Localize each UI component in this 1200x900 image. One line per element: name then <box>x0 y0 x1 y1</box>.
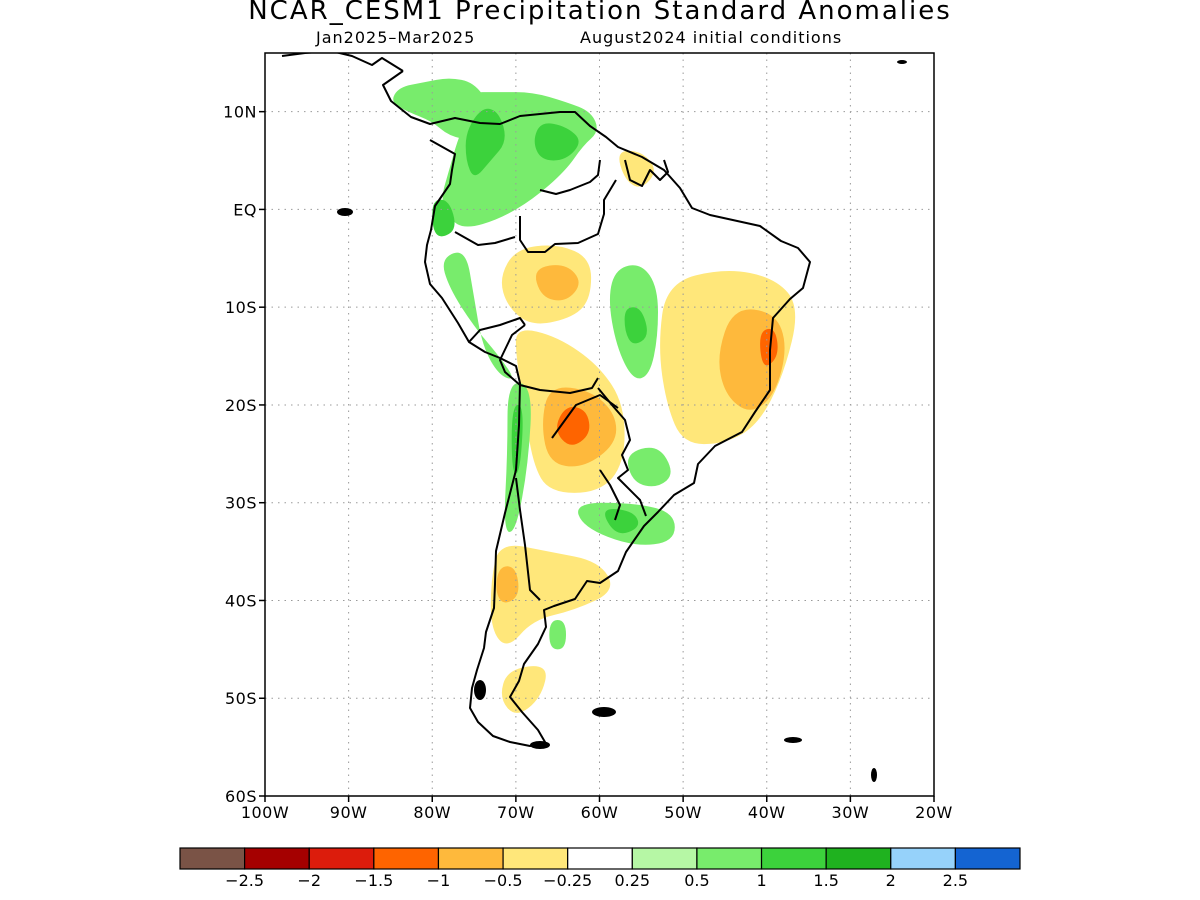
colorbar-label: −2.5 <box>225 871 264 890</box>
coastlines <box>281 53 811 747</box>
colorbar-swatch <box>502 847 569 870</box>
lon-tick-label: 90W <box>330 803 368 822</box>
islands <box>337 60 907 782</box>
anomaly-region-patagonia-wet <box>549 620 566 650</box>
colorbar-swatch <box>631 847 698 870</box>
graticule <box>265 53 934 796</box>
colorbar-swatch <box>696 847 763 870</box>
colorbar-swatch <box>825 847 892 870</box>
anomaly-region-central-brazil-core <box>624 307 647 344</box>
lat-tick-label: 10S <box>225 298 257 317</box>
anomaly-region-argentina-dry <box>490 545 611 644</box>
anomaly-region-colombia-core <box>465 108 505 176</box>
lat-tick-label: 50S <box>225 689 257 708</box>
map-title: NCAR_CESM1 Precipitation Standard Anomal… <box>248 0 952 26</box>
colorbar-swatch <box>437 847 504 870</box>
anomaly-region-amazon-core <box>535 265 579 301</box>
anomaly-region-peru-coast <box>443 252 512 379</box>
initial-conditions: August2024 initial conditions <box>580 28 843 47</box>
colorbar-swatch <box>179 847 246 870</box>
lat-tick-label: 10N <box>223 103 257 122</box>
colorbar-label: 0.5 <box>684 871 709 890</box>
colorbar-label: −1.5 <box>354 871 393 890</box>
colorbar-label: 1.5 <box>813 871 838 890</box>
anomaly-region-paraguay-wet <box>627 447 671 487</box>
lon-tick-label: 30W <box>832 803 870 822</box>
colorbar-label: 0.25 <box>614 871 650 890</box>
colorbar-swatch <box>954 847 1021 870</box>
colorbar-label: −0.5 <box>484 871 523 890</box>
colorbar-swatch <box>760 847 827 870</box>
colorbar-swatch <box>373 847 440 870</box>
anomaly-region-south-brazil-core <box>605 508 639 534</box>
colorbar-label: −2 <box>297 871 321 890</box>
anomaly-region-argentina-core <box>496 566 519 603</box>
colorbar-label: 2.5 <box>943 871 968 890</box>
lon-tick-label: 100W <box>241 803 289 822</box>
lat-tick-label: 20S <box>225 396 257 415</box>
colorbar-swatch <box>244 847 310 870</box>
lat-tick-label: 40S <box>225 591 257 610</box>
lon-tick-label: 80W <box>413 803 451 822</box>
lon-tick-label: 60W <box>581 803 619 822</box>
colorbar-swatch <box>890 847 956 870</box>
lon-tick-label: 20W <box>915 803 953 822</box>
anomaly-region-patagonia-dry <box>501 666 546 713</box>
anomaly-region-venezuela-core <box>534 123 579 161</box>
lon-tick-label: 70W <box>497 803 535 822</box>
anomaly-region-bolivia-peak <box>557 406 590 445</box>
lon-tick-label: 50W <box>664 803 702 822</box>
colorbar-label: 2 <box>886 871 896 890</box>
colorbar-label: −1 <box>427 871 451 890</box>
anomaly-field <box>393 78 796 713</box>
anomaly-region-ecuador-wet <box>432 199 455 237</box>
colorbar-swatch <box>308 847 375 870</box>
colorbar-label: −0.25 <box>543 871 592 890</box>
anomaly-region-east-brazil-peak <box>760 328 778 366</box>
colorbar: −2.5 −2 −1.5 −1 −0.5 −0.25 0.25 0.5 1 1.5 2 2.5 <box>179 847 1021 890</box>
colorbar-label: 1 <box>756 871 766 890</box>
forecast-period: Jan2025–Mar2025 <box>316 28 476 47</box>
anomaly-region-east-brazil-core <box>719 309 785 410</box>
lat-tick-label: EQ <box>233 200 257 219</box>
colorbar-swatch <box>567 847 633 870</box>
lat-tick-label: 30S <box>225 494 257 513</box>
lon-tick-label: 40W <box>748 803 786 822</box>
lat-tick-label: 60S <box>225 787 257 806</box>
